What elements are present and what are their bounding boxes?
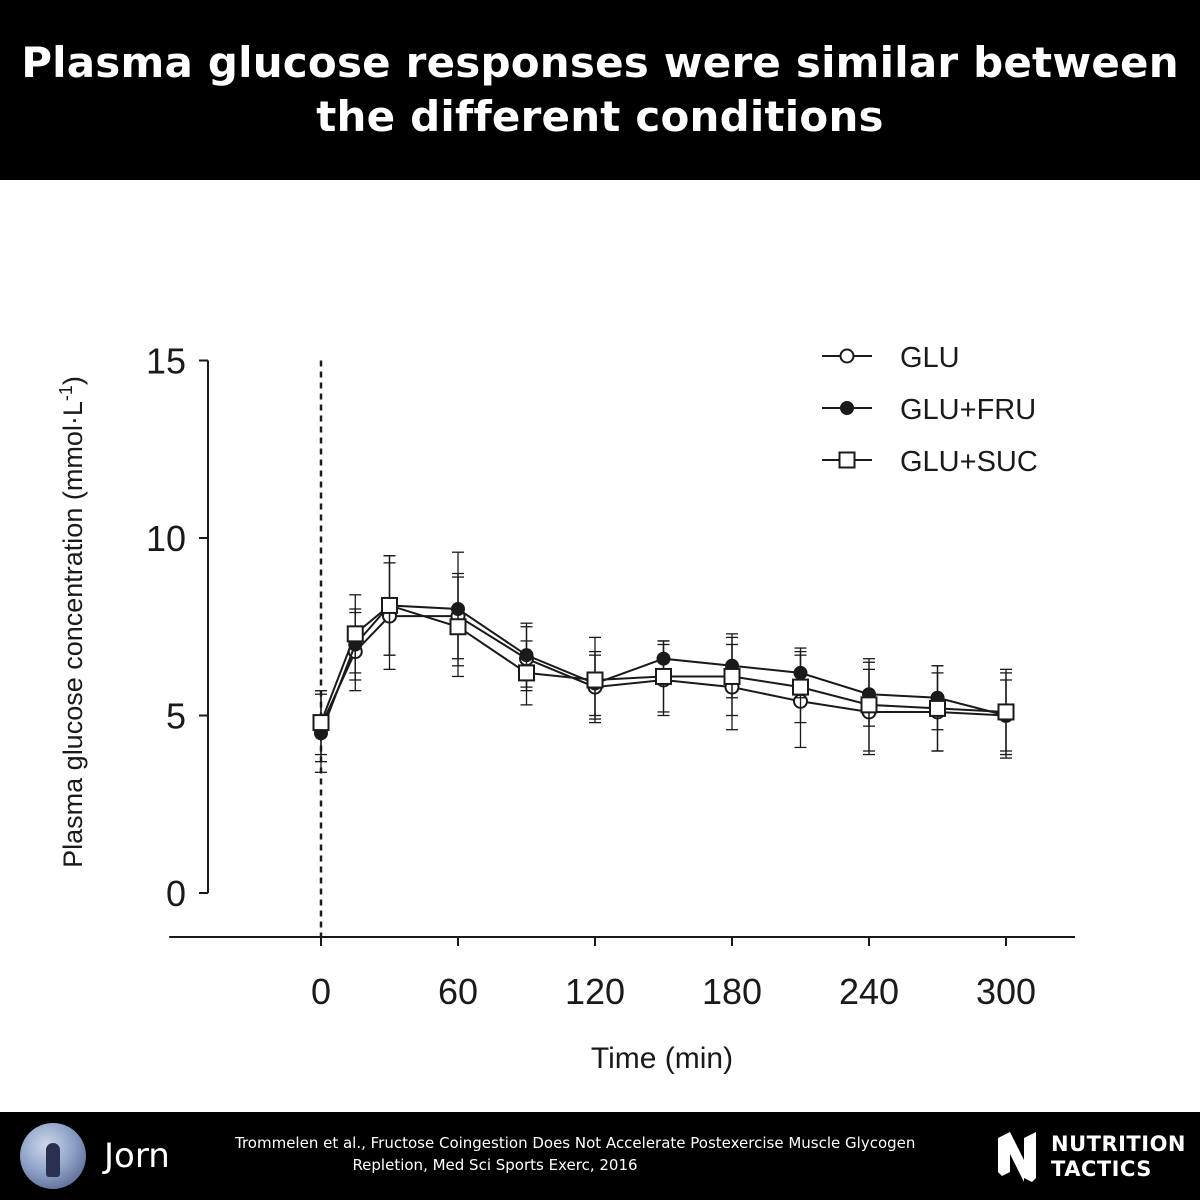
data-point-glu-suc xyxy=(346,625,364,643)
data-point-glu-suc xyxy=(860,696,878,714)
citation: Trommelen et al., Fructose Coingestion D… xyxy=(235,1132,916,1176)
x-axis-label: Time (min) xyxy=(591,1042,733,1075)
data-point-glu-suc xyxy=(723,667,741,685)
legend-label-glu-suc: GLU+SUC xyxy=(900,446,1038,478)
y-tick-label: 0 xyxy=(166,873,186,914)
footer-bar: Jorn Trommelen et al., Fructose Coingest… xyxy=(0,1112,1200,1200)
series-line-glu xyxy=(320,615,1007,727)
y-tick-label: 5 xyxy=(166,696,186,737)
page-title: Plasma glucose responses were similar be… xyxy=(21,38,1179,141)
citation-line-1: Trommelen et al., Fructose Coingestion D… xyxy=(235,1134,916,1152)
legend-label-glu: GLU xyxy=(900,342,960,374)
author-avatar xyxy=(20,1123,86,1189)
data-point-glu-suc xyxy=(792,678,809,696)
x-tick-label: 180 xyxy=(702,971,762,1012)
data-point-glu-suc xyxy=(381,596,398,614)
legend-label-glu-fru: GLU+FRU xyxy=(900,394,1036,426)
data-point-glu-suc xyxy=(312,714,330,732)
brand-wordmark: NUTRITION TACTICS xyxy=(1051,1132,1186,1182)
plasma-glucose-chart: 0 5 10 15 Plasma glucose concentration (mmol… xyxy=(56,341,1075,1075)
citation-line-2: Repletion, Med Sci Sports Exerc, 2016 xyxy=(352,1156,638,1174)
x-tick-label: 300 xyxy=(976,971,1036,1012)
data-point-glu-suc xyxy=(449,618,467,636)
nutrition-tactics-logo-icon xyxy=(998,1132,1036,1182)
data-point-glu-suc xyxy=(997,703,1015,721)
brand-line-1: NUTRITION xyxy=(1051,1132,1187,1156)
author-name: Jorn xyxy=(104,1136,170,1176)
x-tick-label: 60 xyxy=(438,971,478,1012)
legend-marker-glu-suc xyxy=(838,451,856,469)
chart-legend: GLU GLU+FRU GLU+SUC xyxy=(822,342,1038,478)
data-point-glu-suc xyxy=(655,667,672,685)
data-point-glu-suc xyxy=(586,671,604,689)
avatar-figure xyxy=(46,1143,60,1177)
series-glu-suc xyxy=(312,555,1015,756)
y-axis-label: Plasma glucose concentration (mmol·L-1) xyxy=(56,376,88,868)
x-tick-label: 120 xyxy=(565,971,625,1012)
x-tick-label: 240 xyxy=(839,971,899,1012)
legend-marker-glu xyxy=(839,348,855,364)
brand-line-2: TACTICS xyxy=(1051,1157,1152,1181)
title-banner: Plasma glucose responses were similar be… xyxy=(0,0,1200,180)
y-tick-label: 10 xyxy=(146,518,186,559)
data-point-glu-suc xyxy=(929,699,946,717)
chart-series xyxy=(312,551,1015,773)
chart-axes: 0 5 10 15 Plasma glucose concentration (mmol… xyxy=(56,341,1075,1075)
data-point-glu-suc xyxy=(518,664,535,682)
x-tick-label: 0 xyxy=(311,971,331,1012)
legend-marker-glu-fru xyxy=(840,401,854,415)
y-tick-label: 15 xyxy=(146,341,186,382)
